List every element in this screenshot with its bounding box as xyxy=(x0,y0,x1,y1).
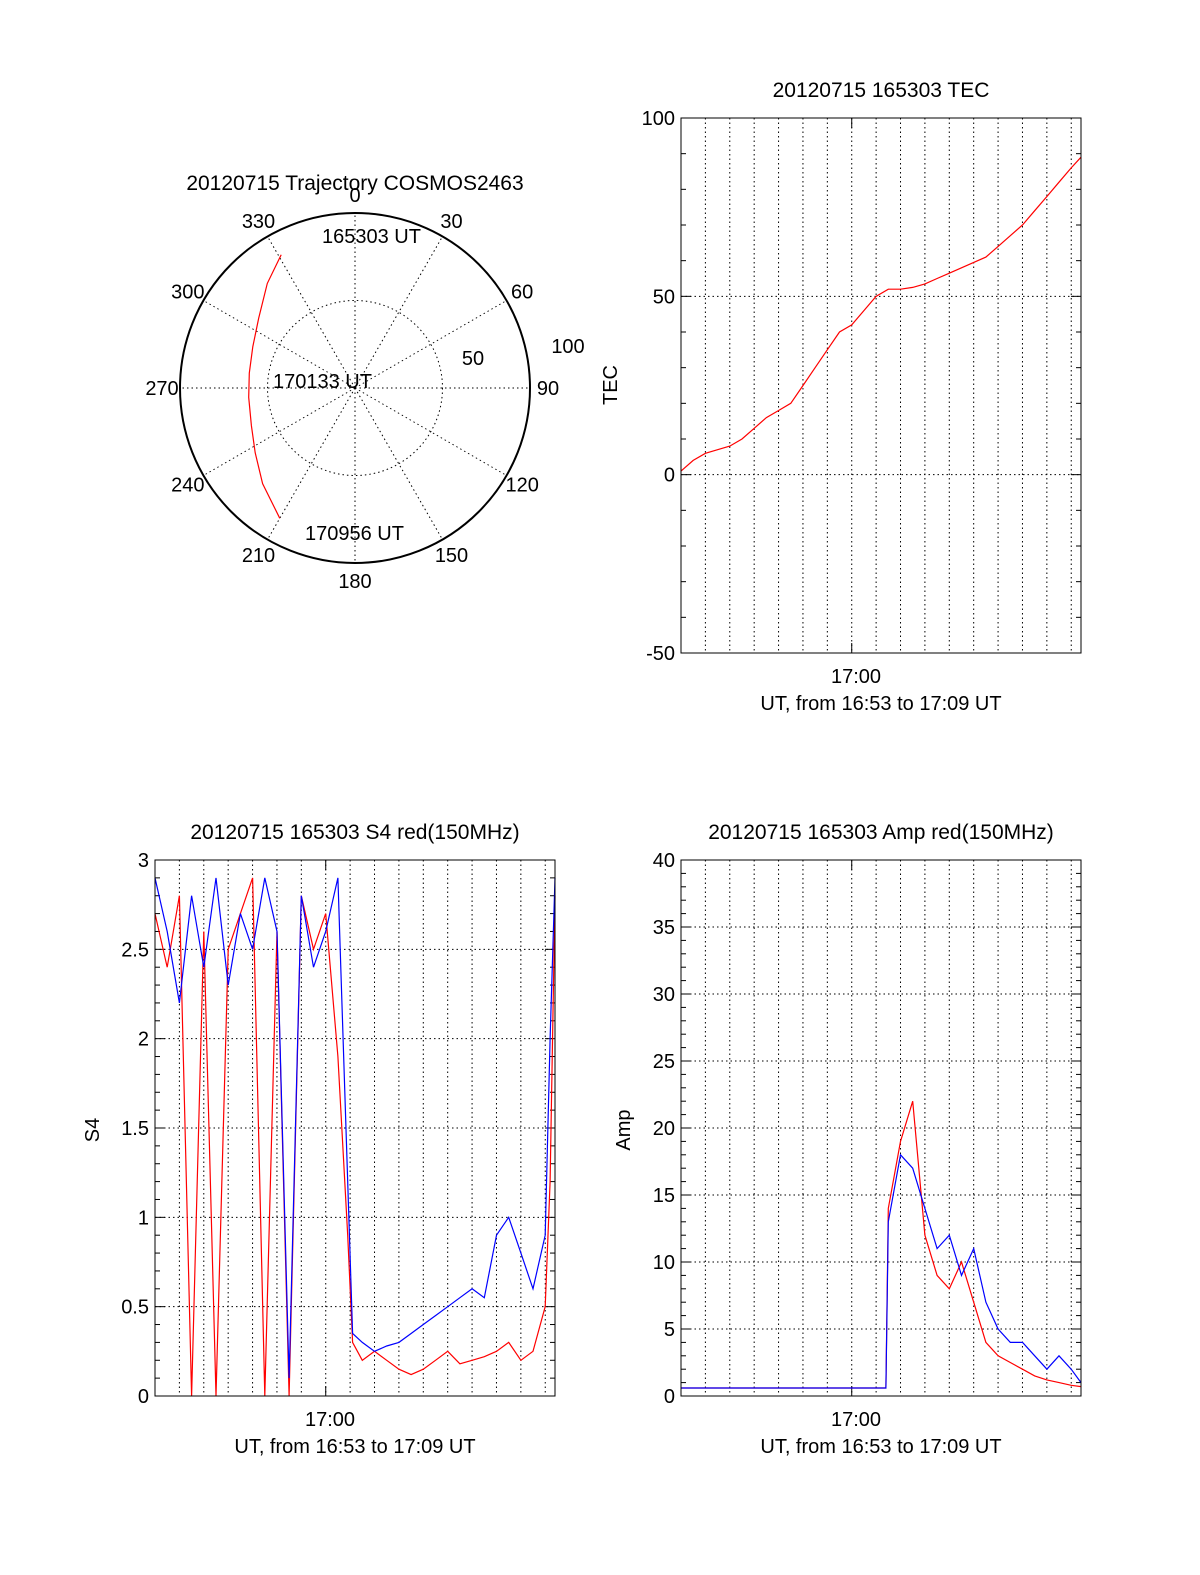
polar-spoke xyxy=(354,300,507,389)
series-line-0 xyxy=(680,156,1082,472)
s4-title: 20120715 165303 S4 red(150MHz) xyxy=(190,821,519,844)
series-line-0 xyxy=(154,877,556,1397)
polar-angle-label: 0 xyxy=(349,185,360,207)
s4-ylabel: S4 xyxy=(82,1118,104,1142)
polar-circle-50 xyxy=(267,300,443,476)
y-tick-label: 5 xyxy=(664,1319,675,1341)
polar-angle-label: 120 xyxy=(505,475,538,497)
y-tick-label: 35 xyxy=(653,917,675,939)
polar-spoke xyxy=(203,387,356,476)
y-tick-label: 2 xyxy=(138,1029,149,1051)
amp-ylabel: Amp xyxy=(613,1109,635,1150)
y-tick-label: -50 xyxy=(646,643,675,665)
polar-outer-circle xyxy=(179,212,531,564)
y-tick-label: 0.5 xyxy=(121,1297,149,1319)
tec-xlabel: UT, from 16:53 to 17:09 UT xyxy=(760,693,1001,715)
polar-angle-label: 90 xyxy=(537,378,559,400)
y-tick-label: 0 xyxy=(138,1386,149,1408)
tec-plot: 20120715 165303 TEC TEC 17:00 UT, from 1… xyxy=(600,79,1082,715)
y-tick-label: 25 xyxy=(653,1051,675,1073)
y-tick-label: 0 xyxy=(664,1386,675,1408)
y-tick-label: 0 xyxy=(664,465,675,487)
s4-xlabel: UT, from 16:53 to 17:09 UT xyxy=(234,1436,475,1458)
polar-annotation-mid: 170133 UT xyxy=(273,371,372,393)
polar-angle-label: 330 xyxy=(242,211,275,233)
polar-annotation-start: 165303 UT xyxy=(322,226,421,248)
tec-title: 20120715 165303 TEC xyxy=(773,79,990,102)
y-tick-label: 1 xyxy=(138,1207,149,1229)
polar-spoke xyxy=(267,387,356,540)
polar-radius-label: 100 xyxy=(551,336,584,358)
y-tick-label: 3 xyxy=(138,850,149,872)
plot-frame xyxy=(154,859,556,1397)
polar-angle-label: 60 xyxy=(511,282,533,304)
y-tick-label: 10 xyxy=(653,1252,675,1274)
series-line-1 xyxy=(154,877,556,1379)
y-tick-label: 30 xyxy=(653,984,675,1006)
series-line-1 xyxy=(681,1153,1082,1389)
polar-angle-label: 150 xyxy=(435,545,468,567)
polar-radius-label: 50 xyxy=(462,348,484,370)
polar-angle-label: 300 xyxy=(171,282,204,304)
plot-frame xyxy=(680,117,1082,654)
amp-xtick-label: 17:00 xyxy=(831,1409,881,1431)
polar-angle-label: 180 xyxy=(338,571,371,593)
y-tick-label: 1.5 xyxy=(121,1118,149,1140)
plot-frame xyxy=(680,859,1082,1397)
amp-plot: 20120715 165303 Amp red(150MHz) Amp 17:0… xyxy=(613,821,1082,1458)
amp-title: 20120715 165303 Amp red(150MHz) xyxy=(708,821,1054,844)
y-tick-label: 2.5 xyxy=(121,939,149,961)
polar-angle-label: 210 xyxy=(242,545,275,567)
y-tick-label: 100 xyxy=(642,108,675,130)
s4-xtick-label: 17:00 xyxy=(305,1409,355,1431)
y-tick-label: 15 xyxy=(653,1185,675,1207)
tec-xtick-label: 17:00 xyxy=(831,666,881,688)
polar-angle-label: 240 xyxy=(171,475,204,497)
tec-ylabel: TEC xyxy=(600,365,622,405)
y-tick-label: 50 xyxy=(653,286,675,308)
polar-title: 20120715 Trajectory COSMOS2463 xyxy=(186,172,523,195)
polar-trajectory-line xyxy=(248,254,282,519)
y-tick-label: 40 xyxy=(653,850,675,872)
polar-spoke xyxy=(354,236,443,389)
s4-plot: 20120715 165303 S4 red(150MHz) S4 17:00 … xyxy=(82,821,556,1458)
y-tick-label: 20 xyxy=(653,1118,675,1140)
series-line-0 xyxy=(681,1101,1082,1389)
trajectory-polar-plot: 20120715 Trajectory COSMOS2463 0 30 60 90 12… xyxy=(145,172,584,593)
polar-angle-label: 270 xyxy=(145,378,178,400)
polar-annotation-end: 170956 UT xyxy=(305,523,404,545)
polar-angle-label: 30 xyxy=(440,211,462,233)
amp-xlabel: UT, from 16:53 to 17:09 UT xyxy=(760,1436,1001,1458)
